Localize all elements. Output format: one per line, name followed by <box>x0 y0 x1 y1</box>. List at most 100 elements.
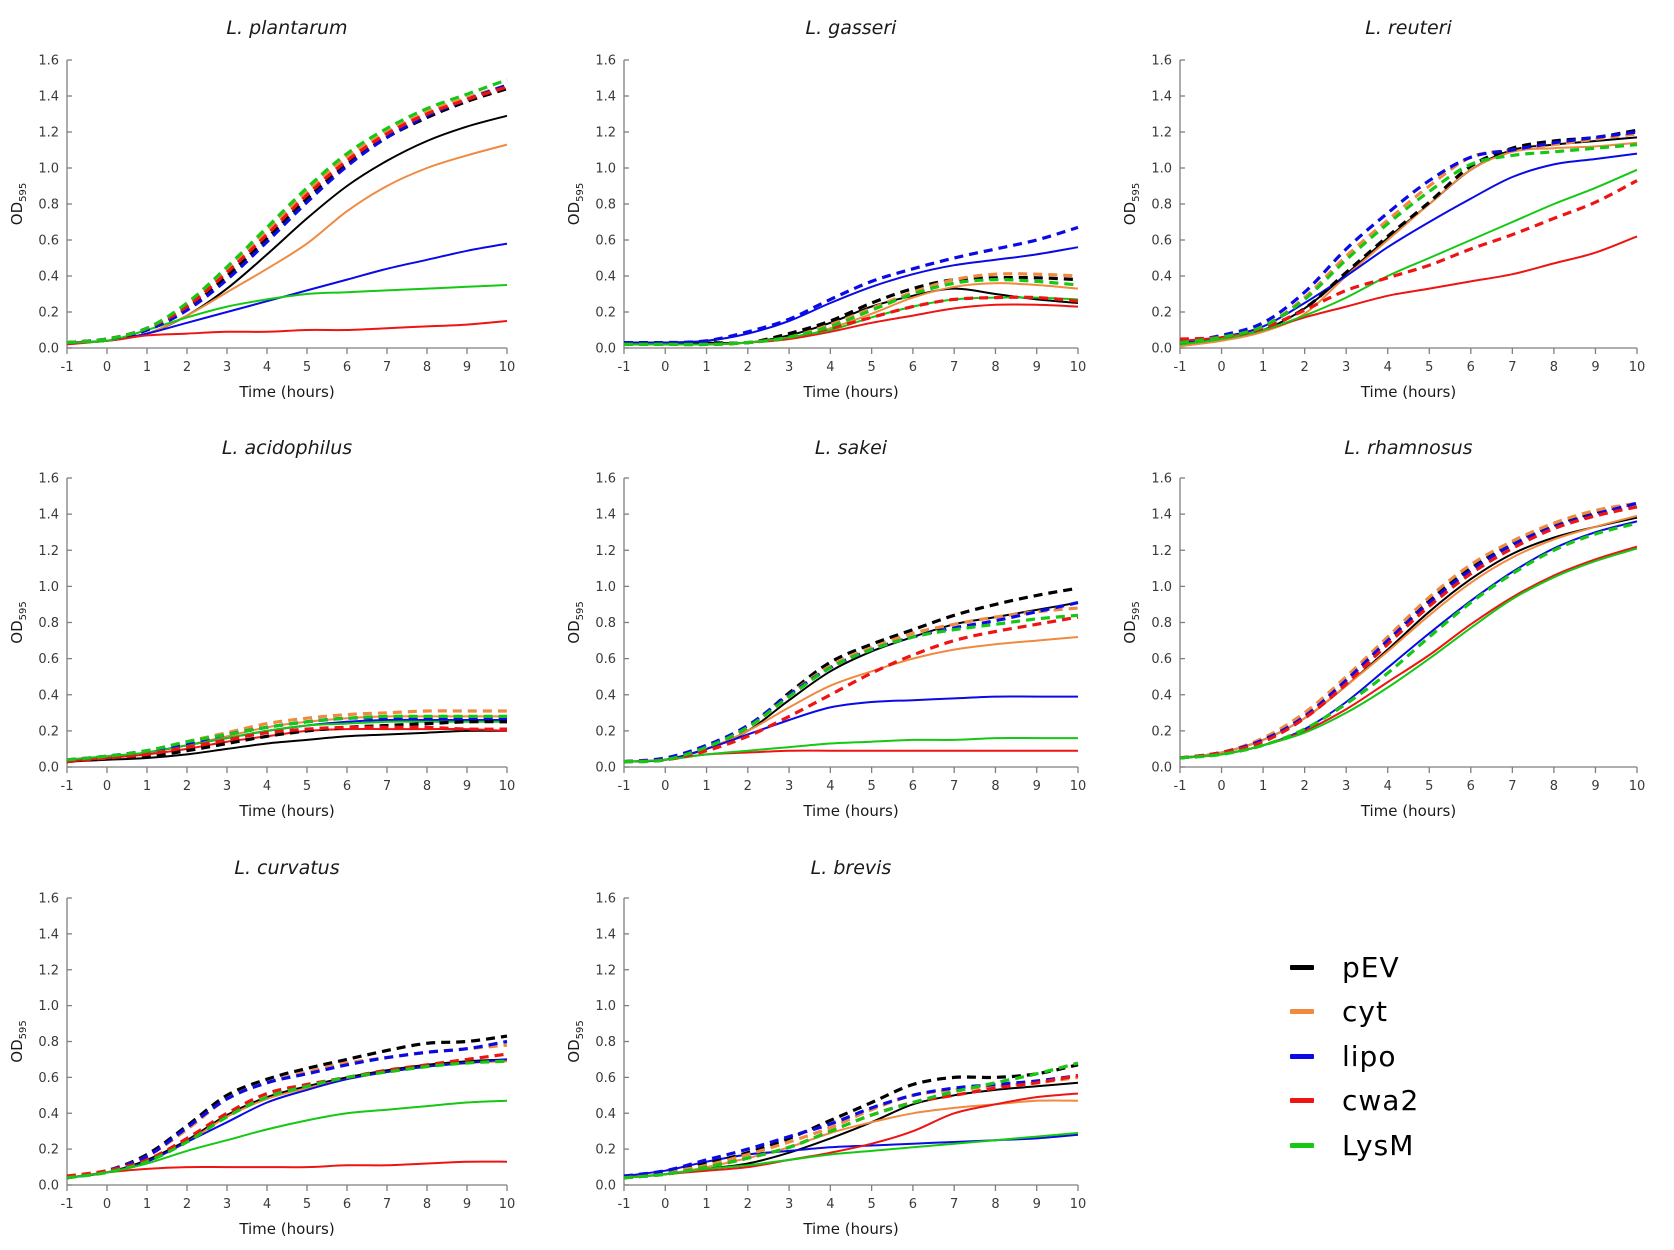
series-line-pev-solid <box>66 114 508 344</box>
x-tick-label: 1 <box>1259 779 1267 794</box>
legend-swatch-cwa2 <box>1290 1098 1314 1104</box>
legend-swatch-pev <box>1290 964 1314 970</box>
x-axis-title: Time (hours) <box>1360 383 1456 401</box>
y-tick-label: 0.0 <box>595 1179 616 1194</box>
panel-title: L. acidophilus <box>222 437 352 459</box>
x-tick-label: -1 <box>61 360 74 375</box>
series-line-lysm-dashed <box>66 78 508 345</box>
y-axis-title: OD595 <box>565 183 586 225</box>
series-line-lysm-dashed <box>624 277 1079 347</box>
x-tick-label: 3 <box>223 1197 231 1212</box>
y-tick-label: 1.0 <box>38 162 59 177</box>
y-tick-label: 0.6 <box>1151 234 1172 249</box>
y-axis-title: OD595 <box>8 1020 29 1062</box>
x-tick-label: -1 <box>61 779 74 794</box>
panel-l-sakei: L. sakei 0.0 0.2 0.4 0.6 0.8 1.0 1.2 1.4 1.6 -1 0 1 2… <box>565 437 1086 820</box>
y-tick-label: 1.6 <box>38 472 59 487</box>
series-line-lysm-dashed <box>66 1059 508 1180</box>
series-line-pev-solid <box>1179 516 1638 759</box>
y-tick-label: 1.0 <box>595 162 616 177</box>
series-line-cyt-solid <box>66 143 508 344</box>
y-tick-label: 0.8 <box>1151 616 1172 631</box>
series-line-cwa2-dashed <box>623 615 1079 764</box>
y-tick-label: 1.6 <box>1151 472 1172 487</box>
x-tick-label: 3 <box>1342 779 1350 794</box>
y-tick-label: 0.8 <box>38 1035 59 1050</box>
panel-l-rhamnosus: L. rhamnosus 0.0 0.2 0.4 0.6 0.8 1.0 1.2 1.4 1.6 -… <box>1121 437 1645 820</box>
x-tick-label: 6 <box>909 779 917 794</box>
series-line-cwa2-dashed <box>1179 505 1638 760</box>
y-tick-label: 0.2 <box>38 724 59 739</box>
y-tick-label: 1.2 <box>595 544 616 559</box>
series-line-cyt-solid <box>1179 141 1638 348</box>
series-line-cwa2-solid <box>66 320 508 346</box>
x-tick-label: 3 <box>785 779 793 794</box>
series-line-lipo-solid <box>66 242 508 344</box>
x-tick-label: 3 <box>223 779 231 794</box>
y-tick-label: 0.2 <box>1151 724 1172 739</box>
x-tick-label: 10 <box>499 1197 516 1212</box>
legend-item-lipo: lipo <box>1290 1034 1419 1079</box>
x-tick-label: 0 <box>661 779 669 794</box>
x-axis-title: Time (hours) <box>802 802 898 820</box>
x-tick-label: 8 <box>423 1197 431 1212</box>
x-tick-label: 10 <box>499 779 516 794</box>
y-tick-label: 0.8 <box>595 198 616 213</box>
x-tick-label: 0 <box>103 779 111 794</box>
y-axis-title: OD595 <box>565 601 586 643</box>
series-line-lipo-solid <box>1179 152 1638 344</box>
x-tick-label: -1 <box>618 779 631 794</box>
y-tick-label: 0.8 <box>1151 198 1172 213</box>
y-tick-label: 0.4 <box>38 1107 59 1122</box>
x-tick-label: 9 <box>463 1197 471 1212</box>
legend: pEV cyt lipo cwa2 LysM <box>1290 945 1419 1168</box>
x-tick-label: 8 <box>423 779 431 794</box>
y-tick-label: 0.0 <box>1151 342 1172 357</box>
y-tick-label: 1.0 <box>595 580 616 595</box>
y-tick-label: 0.4 <box>1151 688 1172 703</box>
series-line-pev-dashed <box>66 1034 508 1180</box>
x-tick-label: 7 <box>950 360 958 375</box>
x-tick-label: 9 <box>1591 360 1599 375</box>
x-tick-label: 10 <box>499 360 516 375</box>
y-tick-label: 1.4 <box>38 508 59 523</box>
y-tick-label: 1.2 <box>1151 126 1172 141</box>
x-tick-label: 8 <box>1550 360 1558 375</box>
x-tick-label: 6 <box>343 779 351 794</box>
x-tick-label: 3 <box>1342 360 1350 375</box>
x-tick-label: 1 <box>143 779 151 794</box>
series-line-cwa2-dashed <box>66 725 508 764</box>
series-line-lysm-dashed <box>1179 143 1638 345</box>
y-tick-label: 1.6 <box>38 54 59 69</box>
y-tick-label: 0.4 <box>595 688 616 703</box>
x-tick-label: 5 <box>1425 360 1433 375</box>
x-tick-label: 6 <box>909 1197 917 1212</box>
series-line-lipo-solid <box>1179 520 1638 759</box>
x-tick-label: 3 <box>223 360 231 375</box>
y-tick-label: 1.2 <box>595 963 616 978</box>
x-tick-label: 3 <box>785 360 793 375</box>
panel-l-gasseri: L. gasseri 0.0 0.2 0.4 0.6 0.8 1.0 1.2 1.4 1.6 -1 0… <box>565 17 1086 401</box>
y-tick-label: 1.4 <box>595 927 616 942</box>
y-tick-label: 0.2 <box>38 306 59 321</box>
y-axis-title: OD595 <box>1121 601 1142 643</box>
panel-title: L. reuteri <box>1365 17 1452 39</box>
y-tick-label: 1.2 <box>1151 544 1172 559</box>
panel-title: L. sakei <box>815 437 888 459</box>
x-tick-label: -1 <box>1174 779 1187 794</box>
x-tick-label: 3 <box>785 1197 793 1212</box>
series-line-lipo-dashed <box>1179 130 1638 345</box>
y-tick-label: 1.0 <box>1151 580 1172 595</box>
y-tick-label: 1.2 <box>38 963 59 978</box>
y-tick-label: 0.8 <box>595 1035 616 1050</box>
panel-title: L. gasseri <box>806 17 898 39</box>
panel-l-brevis: L. brevis 0.0 0.2 0.4 0.6 0.8 1.0 1.2 1.4 1.6 -1 0 1… <box>565 857 1086 1238</box>
x-tick-label: 6 <box>1467 360 1475 375</box>
series-line-lysm-dashed <box>1179 521 1638 760</box>
panel-l-reuteri: L. reuteri 0.0 0.2 0.4 0.6 0.8 1.0 1.2 1.4 1.6 -1 0… <box>1121 17 1645 401</box>
series-line-pev-solid <box>623 1081 1079 1179</box>
y-tick-label: 0.6 <box>595 1071 616 1086</box>
x-tick-label: 4 <box>263 1197 271 1212</box>
x-tick-label: 2 <box>183 779 191 794</box>
